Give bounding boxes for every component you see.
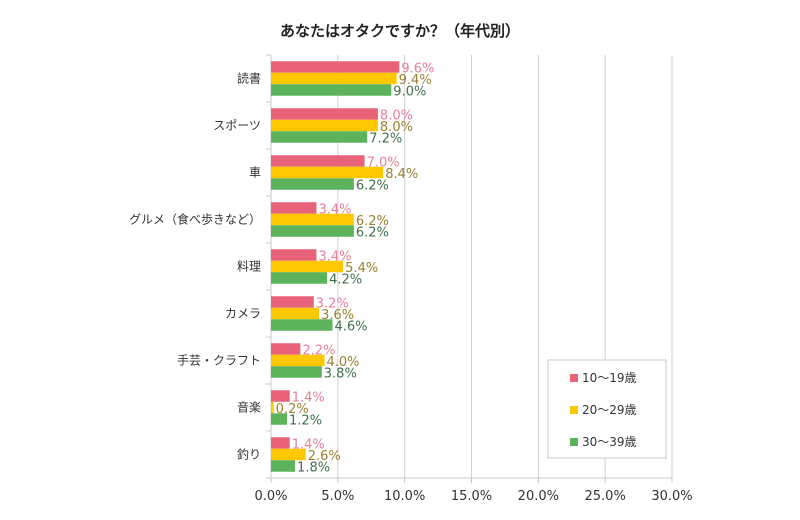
bars [271,61,400,472]
data-label: 7.2% [369,131,402,146]
bar [271,413,288,425]
bar [271,225,354,237]
data-label: 9.4% [399,73,432,88]
x-tick-label: 0.0% [254,489,287,504]
bar [271,401,274,414]
data-label: 1.4% [292,390,325,405]
bar [271,319,333,331]
data-label: 3.6% [321,308,354,323]
bar [271,155,365,167]
bar [271,296,314,308]
category-label: 料理 [237,260,261,274]
bar [271,213,354,226]
chart-title: あなたはオタクですか？（年代別） [280,22,520,40]
legend: 10～19歳 20～29歳 30～39歳 [547,359,667,459]
bar [271,131,368,143]
data-label: 3.2% [316,296,349,311]
bar [271,460,296,472]
legend-swatch [570,374,578,382]
bar [271,202,317,214]
data-label: 6.2% [356,214,389,229]
data-label: 1.4% [292,437,325,452]
legend-box [547,359,667,459]
bar [271,119,378,132]
bar [271,448,306,461]
bar [271,354,325,367]
category-label: スポーツ [213,119,261,133]
data-label: 4.0% [326,355,359,370]
data-label: 3.4% [318,202,351,217]
x-tick-label: 5.0% [321,489,354,504]
category-label: 釣り [237,447,261,462]
data-label: 8.0% [380,120,413,135]
data-label: 5.4% [345,261,378,276]
category-label: 手芸・クラフト [177,354,261,368]
bar [271,84,392,96]
data-label: 7.0% [367,155,400,170]
x-tick-label: 20.0% [518,489,559,504]
category-label: グルメ（食べ歩きなど） [129,212,261,227]
bar [271,307,320,320]
data-label: 8.4% [385,167,418,182]
data-label: 3.4% [318,249,351,264]
data-label: 9.6% [401,61,434,76]
bar [271,178,354,190]
data-label: 1.2% [289,413,322,428]
legend-label: 30～39歳 [582,435,637,449]
data-label: 2.6% [308,449,341,464]
data-label: 1.8% [297,460,330,475]
category-label: 読書 [237,71,261,86]
bar [271,437,290,449]
data-label: 4.6% [334,319,367,334]
x-tick-label: 10.0% [384,489,425,504]
legend-swatch [570,406,578,414]
x-tick-label: 25.0% [585,489,626,504]
x-tick-label: 15.0% [451,489,492,504]
bar [271,72,397,85]
category-label: 音楽 [237,400,261,415]
legend-label: 10～19歳 [582,371,637,385]
bar [271,166,384,179]
bar [271,260,344,273]
data-label: 4.2% [329,272,362,287]
data-labels: 9.6%9.4%9.0%8.0%8.0%7.2%7.0%8.4%6.2%3.4%… [276,61,435,475]
bar [271,272,328,284]
legend-label: 20～29歳 [582,403,637,417]
legend-swatch [570,438,578,446]
category-label: 車 [249,166,261,180]
category-label: カメラ [225,307,261,321]
data-label: 3.8% [324,366,357,381]
bar [271,61,400,73]
data-label: 6.2% [356,225,389,240]
bar [271,108,378,120]
bar [271,343,301,355]
bar [271,366,322,378]
bar [271,249,317,261]
x-tick-label: 30.0% [651,489,692,504]
data-label: 8.0% [380,108,413,123]
data-label: 0.2% [276,402,309,417]
x-axis-ticks: 0.0% 5.0% 10.0% 15.0% 20.0% 25.0% 30.0% [254,489,692,504]
data-label: 6.2% [356,178,389,193]
data-label: 2.2% [302,343,335,358]
bar [271,390,290,402]
data-label: 9.0% [393,84,426,99]
